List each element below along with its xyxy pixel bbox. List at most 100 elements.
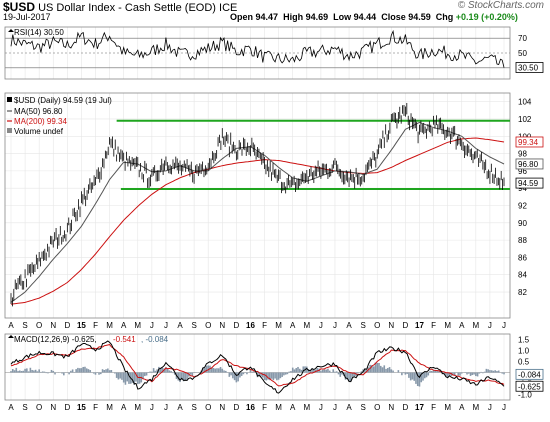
price-last-value-box <box>515 177 544 189</box>
price-x-tick-label: N <box>50 321 56 330</box>
volume-legend: Volume undef <box>14 127 64 136</box>
price-x-tick-label: O <box>36 321 42 330</box>
macd-x-tick-label: A <box>290 403 296 412</box>
price-x-tick-label: J <box>488 321 492 330</box>
price-x-tick-label: 15 <box>77 321 86 330</box>
macd-x-tick-label: J <box>488 403 492 412</box>
price-y-tick-label: 90 <box>518 219 527 228</box>
macd-x-tick-label: N <box>50 403 56 412</box>
ma200-legend: MA(200) 99.34 <box>14 117 67 126</box>
macd-legend-signal: -0.541 <box>113 335 136 344</box>
macd-x-tick-label: M <box>275 403 282 412</box>
price-x-tick-label: J <box>333 321 337 330</box>
macd-last-value-box <box>515 380 544 392</box>
rsi-legend-marker <box>8 29 14 32</box>
macd-x-tick-label: F <box>431 403 436 412</box>
macd-x-tick-label: J <box>150 403 154 412</box>
rsi-y-tick-label: 70 <box>518 34 527 43</box>
rsi-y-tick-label: 50 <box>518 49 527 58</box>
price-y-tick-label: 104 <box>518 98 532 107</box>
price-x-tick-label: F <box>93 321 98 330</box>
price-y-tick-label: 102 <box>518 115 532 124</box>
price-x-tick-label: A <box>459 321 465 330</box>
symbol-label: $USD <box>3 0 36 14</box>
macd-legend-hist: , -0.084 <box>141 335 169 344</box>
price-x-tick-label: 17 <box>415 321 424 330</box>
macd-x-tick-label: D <box>64 403 70 412</box>
price-x-tick-label: A <box>346 321 352 330</box>
low-value: 94.44 <box>353 12 377 22</box>
price-y-tick-label: 88 <box>518 236 527 245</box>
macd-y-tick-label: -1.0 <box>518 391 532 400</box>
price-x-tick-label: N <box>388 321 394 330</box>
macd-x-tick-label: F <box>93 403 98 412</box>
ma200-last-value: 99.34 <box>518 138 539 147</box>
chart-title: $USD US Dollar Index - Cash Settle (EOD)… <box>3 0 237 14</box>
macd-x-tick-label: D <box>403 403 409 412</box>
macd-legend-marker <box>8 335 14 338</box>
rsi-frame <box>4 26 511 80</box>
price-x-tick-label: D <box>403 321 409 330</box>
macd-x-tick-label: M <box>134 403 141 412</box>
volume-legend-marker <box>7 128 12 133</box>
macd-x-tick-label: M <box>444 403 451 412</box>
macd-x-tick-label: 15 <box>77 403 86 412</box>
rsi-last-value-box <box>515 62 544 73</box>
macd-x-tick-label: 17 <box>415 403 424 412</box>
macd-x-tick-label: J <box>333 403 337 412</box>
macd-last-value: -0.625 <box>518 382 541 391</box>
chg-label: Chg <box>435 12 454 22</box>
ma50-last-value-box <box>515 158 544 170</box>
high-value: 94.69 <box>305 12 329 22</box>
instrument-name: US Dollar Index - Cash Settle (EOD) <box>38 2 216 14</box>
macd-x-tick-label: S <box>191 403 196 412</box>
macd-x-tick-label: S <box>360 403 365 412</box>
macd-x-tick-label: F <box>262 403 267 412</box>
price-x-tick-label: A <box>177 321 183 330</box>
price-x-tick-label: S <box>22 321 27 330</box>
macd-frame <box>4 333 511 401</box>
price-x-tick-label: F <box>431 321 436 330</box>
low-label: Low <box>333 12 352 22</box>
price-x-tick-label: 16 <box>246 321 255 330</box>
ma200-last-value-box <box>515 136 544 148</box>
macd-line <box>10 340 505 394</box>
price-bars <box>10 102 505 307</box>
close-value: 94.59 <box>408 12 431 22</box>
price-x-tick-label: O <box>205 321 211 330</box>
price-x-tick-label: F <box>262 321 267 330</box>
price-y-tick-label: 96 <box>518 167 527 176</box>
price-y-tick-label: 84 <box>518 271 527 280</box>
macd-hist-last-value: -0.084 <box>518 370 541 379</box>
price-legend: $USD (Daily) 94.59 (19 Jul) <box>14 96 112 105</box>
close-label: Close <box>381 12 406 22</box>
macd-x-tick-label: M <box>472 403 479 412</box>
price-x-tick-label: O <box>374 321 380 330</box>
price-frame <box>4 92 511 319</box>
exchange-label: ICE <box>219 2 238 14</box>
price-x-tick-label: D <box>233 321 239 330</box>
price-last-value: 94.59 <box>518 179 539 188</box>
price-x-tick-label: J <box>502 321 506 330</box>
macd-y-tick-label: 1.0 <box>518 347 530 356</box>
macd-x-tick-label: M <box>303 403 310 412</box>
macd-x-tick-label: J <box>319 403 323 412</box>
price-x-tick-label: S <box>191 321 196 330</box>
open-value: 94.47 <box>255 12 279 22</box>
price-y-tick-label: 86 <box>518 253 527 262</box>
macd-x-tick-label: A <box>177 403 183 412</box>
macd-x-tick-label: D <box>233 403 239 412</box>
price-x-tick-label: S <box>360 321 365 330</box>
macd-x-tick-label: A <box>121 403 127 412</box>
rsi-legend: RSI(14) 30.50 <box>14 28 64 37</box>
macd-x-tick-label: O <box>374 403 380 412</box>
macd-histogram <box>10 362 505 387</box>
macd-hist-last-value-box <box>515 368 544 380</box>
price-legend-marker <box>7 97 12 102</box>
ma50-legend: MA(50) 96.80 <box>14 107 63 116</box>
macd-y-tick-label: 1.5 <box>518 336 530 345</box>
brand-watermark: © StockCharts.com <box>457 0 544 11</box>
rsi-line <box>10 29 505 68</box>
price-x-tick-label: A <box>121 321 127 330</box>
